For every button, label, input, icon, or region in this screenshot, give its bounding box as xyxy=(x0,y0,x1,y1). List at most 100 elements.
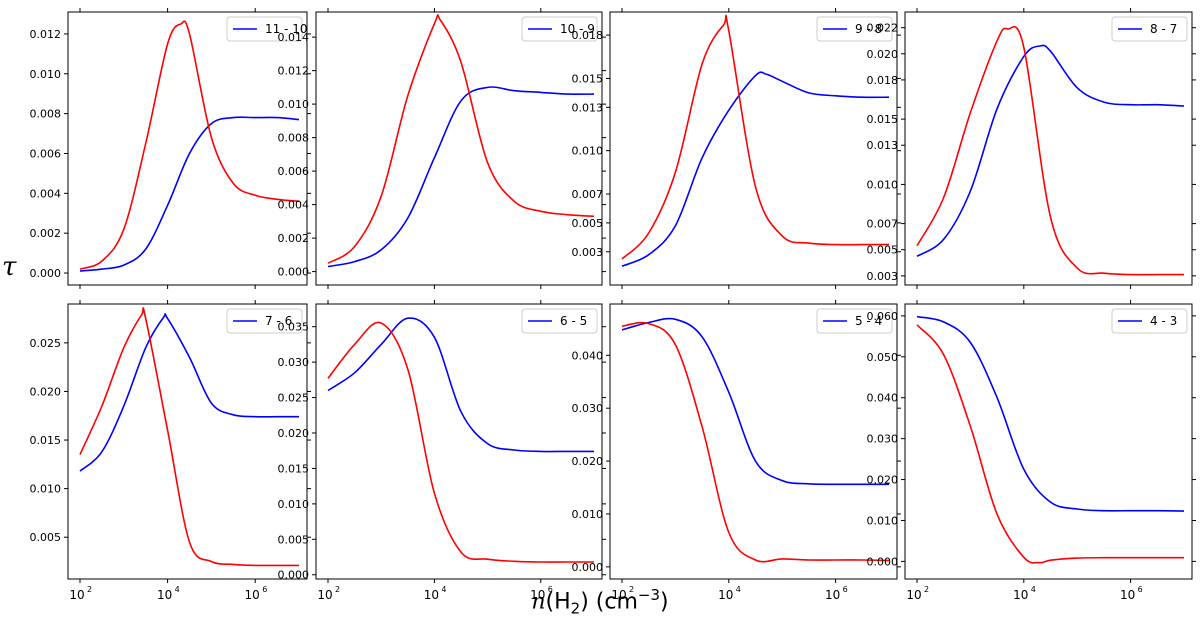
axes-frame xyxy=(67,303,308,580)
red-series-line-8 xyxy=(916,324,1184,564)
x-axis-label-sub: 2 xyxy=(570,599,581,618)
red-series-line-4 xyxy=(916,25,1184,276)
x-tick-label-exponent: 6 xyxy=(1138,585,1143,594)
y-tick-label: 0.003 xyxy=(572,246,604,259)
x-tick-label-exponent: 4 xyxy=(1031,585,1036,594)
x-axis-label-unit: ) (cm xyxy=(580,589,638,615)
panel-1: 0.000 0.002 0.004 0.006 0.008 0.010 0.012 11 - … xyxy=(30,8,311,289)
y-tick-label: 0.018 xyxy=(572,29,604,42)
y-tick-label: 0.000 xyxy=(867,555,899,568)
blue-series-line-6 xyxy=(327,317,594,453)
y-tick-label: 0.010 xyxy=(30,483,62,496)
y-axis-label: τ xyxy=(2,252,17,282)
y-tick-label: 0.020 xyxy=(867,474,899,487)
x-tick-label-exponent: 4 xyxy=(441,585,446,594)
y-tick-label: 0.015 xyxy=(867,113,899,126)
x-tick-label: 10 xyxy=(718,588,733,602)
x-tick-label: 10 xyxy=(611,588,626,602)
axes-frame xyxy=(609,11,898,286)
legend-label: 10 - 9 xyxy=(560,22,595,36)
legend-box xyxy=(226,308,303,334)
y-tick-label: 0.015 xyxy=(278,462,310,475)
y-tick-label: 0.004 xyxy=(30,187,62,200)
legend-label: 7 - 6 xyxy=(265,314,292,328)
y-tick-label: 0.040 xyxy=(867,392,899,405)
y-tick-label: 0.012 xyxy=(30,28,62,41)
x-tick-label: 10 xyxy=(825,588,840,602)
blue-series-line-3 xyxy=(621,71,890,267)
y-tick-label: 0.008 xyxy=(278,132,310,145)
y-tick-label: 0.014 xyxy=(278,31,310,44)
x-axis-label-close: ) xyxy=(660,589,669,615)
y-tick-label: 0.013 xyxy=(572,101,604,114)
x-tick-label-exponent: 2 xyxy=(629,585,634,594)
axes-frame xyxy=(315,11,603,286)
x-tick-label-exponent: 6 xyxy=(843,585,848,594)
y-tick-label: 0.002 xyxy=(30,227,62,240)
legend-label: 8 - 7 xyxy=(1150,22,1177,36)
y-tick-label: 0.010 xyxy=(278,98,310,111)
axes-frame xyxy=(315,303,603,580)
y-tick-label: 0.007 xyxy=(867,218,899,231)
y-tick-label: 0.030 xyxy=(572,402,604,415)
y-tick-label: 0.020 xyxy=(867,48,899,61)
y-tick-label: 0.020 xyxy=(572,455,604,468)
y-tick-label: 0.015 xyxy=(30,434,62,447)
blue-series-line-4 xyxy=(916,44,1185,257)
x-axis-label-mid: (H xyxy=(545,589,571,615)
blue-series-line-5 xyxy=(79,312,299,472)
y-tick-label: 0.005 xyxy=(30,531,62,544)
axes-frame xyxy=(609,303,898,580)
y-tick-label: 0.005 xyxy=(572,217,604,230)
x-axis-label-sup: −3 xyxy=(637,586,661,604)
red-series-line-7 xyxy=(621,321,890,563)
x-tick-label-exponent: 6 xyxy=(548,585,553,594)
x-tick-label: 10 xyxy=(157,588,172,602)
red-series-line-1 xyxy=(79,20,300,270)
y-tick-label: 0.050 xyxy=(867,351,899,364)
y-tick-label: 0.004 xyxy=(278,199,310,212)
legend-label: 5 - 4 xyxy=(855,314,882,328)
blue-series-line-1 xyxy=(79,116,300,272)
panel-4: 0.003 0.005 0.007 0.010 0.013 0.015 0.018 0.020… xyxy=(867,8,1196,289)
x-tick-label-exponent: 2 xyxy=(335,585,340,594)
x-tick-label: 10 xyxy=(530,588,545,602)
y-tick-label: 0.010 xyxy=(278,498,310,511)
y-tick-label: 0.010 xyxy=(30,68,62,81)
axes-frame xyxy=(67,11,308,286)
y-tick-label: 0.010 xyxy=(572,145,604,158)
y-tick-label: 0.022 xyxy=(867,22,899,35)
legend-label: 9 - 8 xyxy=(855,22,882,36)
blue-series-line-2 xyxy=(327,86,595,268)
legend-box xyxy=(226,16,303,42)
red-series-line-3 xyxy=(621,14,889,260)
y-tick-label: 0.008 xyxy=(30,108,62,121)
legend-box xyxy=(521,16,598,42)
y-tick-label: 0.060 xyxy=(867,310,899,323)
red-series-line-6 xyxy=(327,321,594,563)
y-tick-label: 0.005 xyxy=(867,244,899,257)
x-tick-label-exponent: 2 xyxy=(87,585,92,594)
y-tick-label: 0.025 xyxy=(30,337,62,350)
y-tick-label: 0.006 xyxy=(30,147,62,160)
y-tick-label: 0.013 xyxy=(867,139,899,152)
y-tick-label: 0.007 xyxy=(572,188,604,201)
red-series-line-5 xyxy=(79,307,299,567)
x-tick-label: 10 xyxy=(245,588,260,602)
y-tick-label: 0.025 xyxy=(278,392,310,405)
panel-2: 0.000 0.002 0.004 0.006 0.008 0.010 0.012 0.014… xyxy=(278,8,606,289)
y-tick-label: 0.012 xyxy=(278,65,310,78)
y-tick-label: 0.030 xyxy=(278,356,310,369)
y-tick-label: 0.015 xyxy=(572,72,604,85)
x-tick-label: 10 xyxy=(69,588,84,602)
legend-box xyxy=(1111,308,1188,334)
panel-6: 0.000 0.005 0.010 0.015 0.020 0.025 0.030 0.035… xyxy=(278,300,606,602)
y-tick-label: 0.035 xyxy=(278,321,310,334)
axes-frame xyxy=(904,11,1193,286)
y-tick-label: 0.010 xyxy=(867,514,899,527)
legend-box xyxy=(816,16,893,42)
